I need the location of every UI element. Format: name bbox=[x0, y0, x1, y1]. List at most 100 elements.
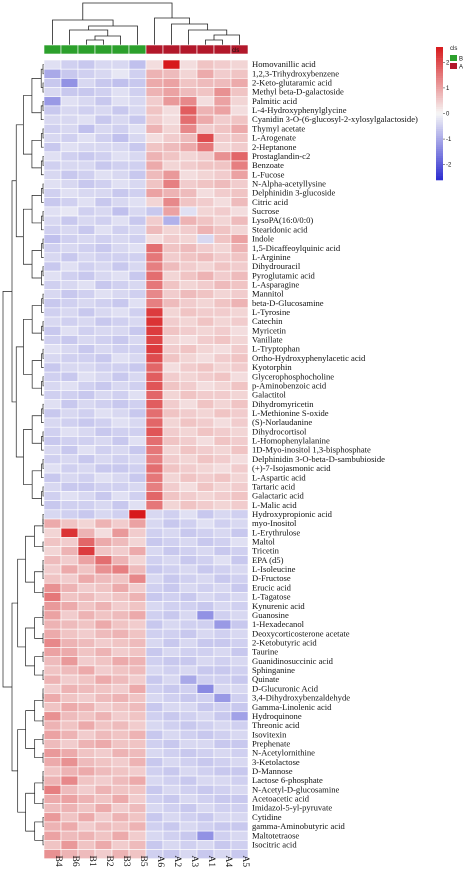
heatmap-cell bbox=[179, 784, 198, 795]
heatmap-cell bbox=[196, 656, 215, 667]
heatmap-cell bbox=[145, 280, 164, 290]
colorbar-segment bbox=[436, 93, 443, 97]
heatmap-cell bbox=[179, 573, 198, 584]
heatmap-cell bbox=[179, 619, 198, 630]
heatmap-cell bbox=[77, 491, 96, 501]
heatmap-cell bbox=[213, 638, 232, 648]
heatmap-cell bbox=[43, 316, 62, 327]
heatmap-cell bbox=[128, 766, 147, 777]
heatmap-cell bbox=[111, 445, 130, 456]
heatmap-cell bbox=[111, 665, 130, 676]
heatmap-cell bbox=[43, 500, 62, 511]
heatmap-cell bbox=[196, 555, 215, 566]
heatmap-cell bbox=[43, 830, 62, 841]
heatmap-cell bbox=[162, 197, 181, 208]
column-label: A1 bbox=[206, 855, 216, 867]
colorbar-segment bbox=[436, 58, 443, 61]
heatmap-cell bbox=[162, 610, 181, 621]
heatmap-cell bbox=[128, 454, 147, 465]
heatmap-cell bbox=[77, 270, 96, 281]
heatmap-cell bbox=[179, 261, 198, 272]
heatmap-cell bbox=[60, 316, 79, 327]
heatmap-cell bbox=[145, 720, 164, 731]
colorbar-segment bbox=[436, 168, 443, 172]
heatmap-cell bbox=[145, 344, 164, 355]
heatmap-cell bbox=[111, 417, 130, 428]
heatmap-cell bbox=[196, 739, 215, 749]
row-label: 2-Keto-glutaramic acid bbox=[252, 78, 333, 88]
heatmap-cell bbox=[179, 335, 198, 345]
heatmap-cell bbox=[111, 573, 130, 584]
heatmap-cell bbox=[196, 96, 215, 107]
heatmap-cell bbox=[196, 784, 215, 795]
heatmap-cell bbox=[94, 830, 113, 841]
heatmap-cell bbox=[43, 197, 62, 208]
colorbar-segment bbox=[436, 177, 443, 181]
heatmap-cell bbox=[77, 546, 96, 557]
colorbar-segment bbox=[436, 109, 443, 112]
heatmap-cell bbox=[60, 417, 79, 428]
colorbar-segment bbox=[436, 113, 443, 117]
heatmap-cell bbox=[77, 592, 96, 602]
heatmap-cell bbox=[128, 739, 147, 749]
heatmap-cell bbox=[43, 344, 62, 355]
heatmap-cell bbox=[230, 720, 249, 731]
row-label: D-Fructose bbox=[252, 573, 291, 583]
heatmap-cell bbox=[145, 555, 164, 566]
heatmap-cell bbox=[111, 601, 130, 612]
colorbar-segment bbox=[436, 71, 443, 74]
heatmap-cell bbox=[128, 197, 147, 208]
heatmap-cell bbox=[128, 445, 147, 456]
heatmap-cell bbox=[94, 555, 113, 566]
colorbar-tick-label: 0 bbox=[446, 112, 450, 118]
heatmap-cell bbox=[60, 224, 79, 235]
heatmap-cell bbox=[77, 59, 96, 70]
heatmap-cell bbox=[162, 426, 181, 437]
heatmap-cell bbox=[179, 426, 198, 437]
row-label: Kyotorphin bbox=[252, 362, 292, 372]
heatmap-cell bbox=[145, 656, 164, 667]
heatmap-cell bbox=[196, 518, 215, 529]
colorbar-segment bbox=[436, 97, 443, 101]
colorbar-segment bbox=[436, 115, 443, 119]
heatmap-cell bbox=[60, 142, 79, 153]
heatmap-cell bbox=[230, 252, 249, 263]
colorbar-segment bbox=[436, 60, 443, 63]
heatmap-cell bbox=[94, 445, 113, 456]
colorbar-segment bbox=[436, 160, 443, 163]
heatmap-cell bbox=[43, 445, 62, 456]
row-label: Indole bbox=[252, 234, 274, 244]
heatmap-cell bbox=[60, 151, 79, 162]
heatmap-cell bbox=[77, 445, 96, 456]
heatmap-cell bbox=[94, 371, 113, 382]
heatmap-cell bbox=[77, 757, 96, 768]
heatmap-cell bbox=[213, 472, 232, 483]
heatmap-cell bbox=[179, 445, 198, 456]
heatmap-cell bbox=[145, 812, 164, 823]
heatmap-cell bbox=[230, 298, 249, 309]
heatmap-cell bbox=[213, 371, 232, 382]
heatmap-cell bbox=[179, 289, 198, 299]
dendrogram-link bbox=[42, 519, 44, 534]
heatmap-cell bbox=[77, 353, 96, 364]
colorbar-segment bbox=[436, 91, 443, 94]
row-label: Cytidine bbox=[252, 812, 282, 822]
heatmap-cell bbox=[60, 87, 79, 98]
colorbar-segment bbox=[436, 49, 443, 52]
heatmap-cell bbox=[213, 261, 232, 272]
colorbar-segment bbox=[436, 171, 443, 174]
row-label: Citric acid bbox=[252, 197, 289, 207]
heatmap-cell bbox=[196, 472, 215, 483]
heatmap-cell bbox=[213, 151, 232, 162]
heatmap-cell bbox=[196, 123, 215, 134]
heatmap-cell bbox=[145, 757, 164, 768]
heatmap-cell bbox=[128, 188, 147, 199]
colorbar-segment bbox=[436, 131, 443, 134]
row-label: Kynurenic acid bbox=[252, 601, 305, 611]
heatmap-cell bbox=[179, 830, 198, 841]
heatmap-cell bbox=[77, 454, 96, 465]
heatmap-cell bbox=[196, 445, 215, 456]
colorbar-segment bbox=[436, 155, 443, 159]
heatmap-cell bbox=[179, 197, 198, 208]
heatmap-cell bbox=[179, 408, 198, 419]
